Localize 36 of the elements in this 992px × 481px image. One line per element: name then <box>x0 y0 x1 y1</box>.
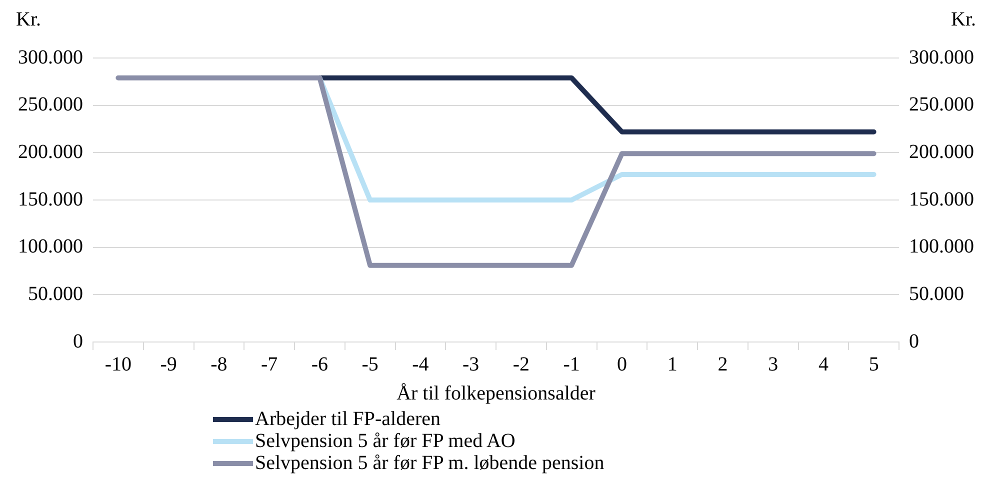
y-tick-label: 300.000 <box>18 46 83 68</box>
y-tick-label: 150.000 <box>18 188 83 210</box>
y-axis-title: Kr. <box>16 8 41 30</box>
x-tick-label: -10 <box>104 353 132 376</box>
y2-tick-label: 300.000 <box>909 46 974 68</box>
y2-tick-label: 150.000 <box>909 188 974 210</box>
y2-tick-label: 0 <box>909 330 919 352</box>
y2-tick-label: 200.000 <box>909 140 974 163</box>
x-tick-label: -5 <box>362 353 378 376</box>
x-tick-label: 1 <box>667 353 678 376</box>
x-tick-label: 3 <box>768 353 778 376</box>
x-tick-label: 4 <box>818 353 828 376</box>
x-tick-label: -8 <box>210 353 228 376</box>
legend-label: Selvpension 5 år før FP med AO <box>255 430 516 452</box>
y2-tick-label: 250.000 <box>909 94 974 116</box>
x-tick-label: -6 <box>311 353 328 376</box>
x-tick-label: -2 <box>512 353 530 376</box>
x-axis-title: År til folkepensionsalder <box>396 382 596 404</box>
y-tick-label: 50.000 <box>28 282 83 305</box>
y-tick-label: 100.000 <box>18 236 83 258</box>
y2-axis-title: Kr. <box>951 8 976 30</box>
x-tick-label: -7 <box>260 353 278 376</box>
y-tick-label: 250.000 <box>18 94 83 116</box>
x-tick-label: 5 <box>868 353 879 376</box>
y-tick-label: 0 <box>73 330 83 352</box>
x-tick-label: -4 <box>412 353 429 376</box>
y2-tick-label: 100.000 <box>909 236 974 258</box>
y-tick-label: 200.000 <box>18 140 83 163</box>
y2-tick-label: 50.000 <box>909 282 964 305</box>
legend-label: Arbejder til FP-alderen <box>255 408 440 430</box>
legend-label: Selvpension 5 år før FP m. løbende pension <box>255 452 604 474</box>
x-tick-label: -3 <box>462 353 480 376</box>
x-tick-label: 0 <box>616 353 627 376</box>
x-tick-label: 2 <box>718 353 728 376</box>
x-tick-label: -9 <box>160 353 177 376</box>
x-tick-label: -1 <box>563 353 580 376</box>
